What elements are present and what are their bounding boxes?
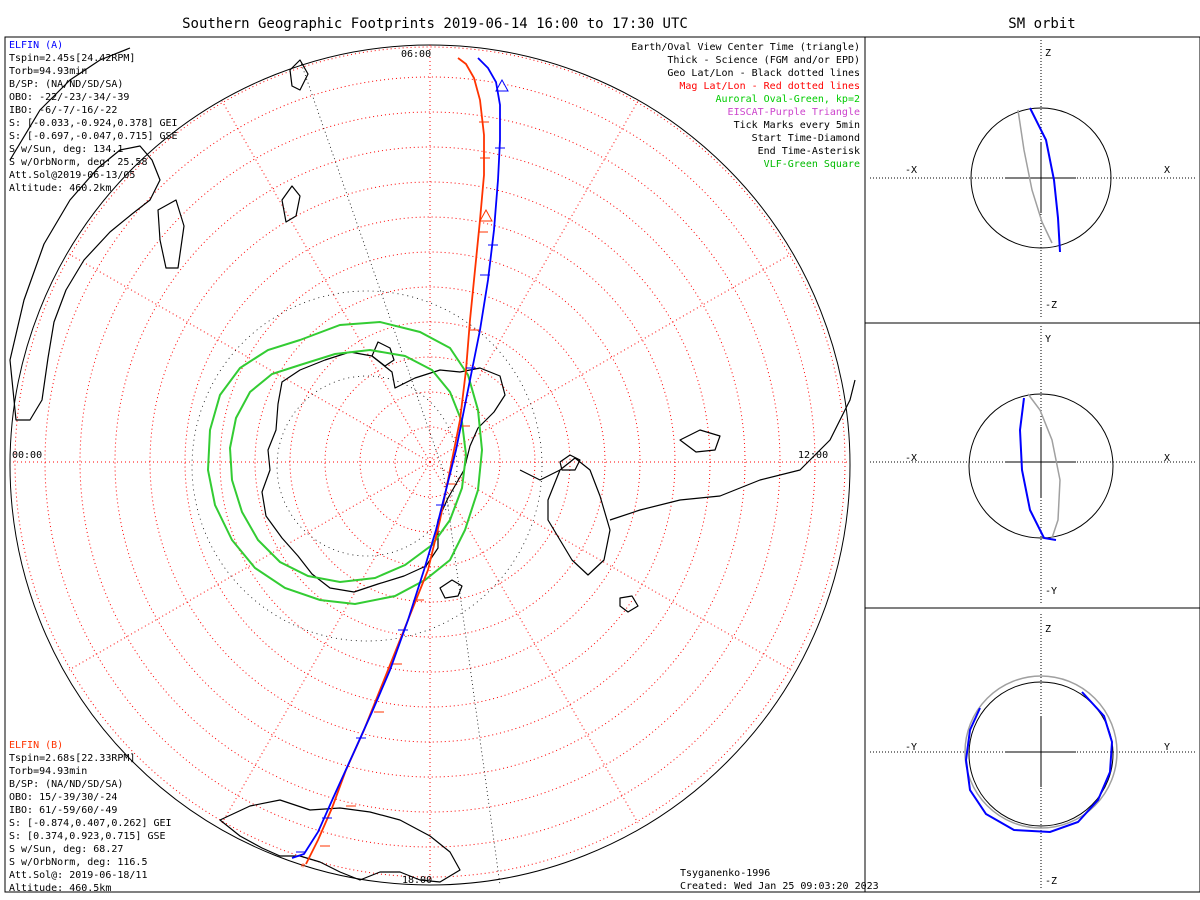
legend-entry: End Time-Asterisk: [758, 146, 860, 157]
polar-map: * 06:00 00:00 12:00 18:00: [9, 44, 856, 886]
elfin-b-line: Altitude: 460.5km: [9, 883, 111, 894]
elfin-b-view-triangle: [479, 208, 493, 222]
elfin-a-path: [291, 57, 501, 859]
elfin-b-line: S: [-0.874,0.407,0.262] GEI: [9, 818, 172, 829]
coastlines: [9, 47, 856, 883]
legend-entry: Auroral Oval-Green, kp=2: [716, 94, 861, 105]
mag-meridians: [13, 45, 847, 879]
elfin-b-line: S w/Sun, deg: 68.27: [9, 844, 123, 855]
elfin-a-line: Torb=94.93min: [9, 66, 87, 77]
geo-meridians: [299, 59, 501, 886]
australia-west: [547, 457, 611, 576]
created-credit: Created: Wed Jan 25 09:03:20 2023: [680, 881, 879, 892]
elfin-a-track: [291, 57, 509, 859]
elfin-a-view-triangle: [495, 78, 509, 92]
elfin-b-ticks: [320, 121, 490, 847]
elfin-a-line: S: [-0.697,-0.047,0.715] GSE: [9, 131, 178, 142]
auroral-oval-inner: [228, 348, 468, 584]
australia-south: [519, 469, 561, 481]
island-4: [679, 429, 721, 453]
pacific-coast: [609, 379, 856, 521]
elfin-b-line: Tspin=2.68s[22.33RPM]: [9, 753, 135, 764]
arabia-coast: [9, 47, 131, 161]
elfin-b-line: S: [0.374,0.923,0.715] GSE: [9, 831, 166, 842]
elfin-b-track: *: [300, 57, 493, 873]
legend-entry: Mag Lat/Lon - Red dotted lines: [679, 81, 860, 92]
elfin-b-name: ELFIN (B): [9, 740, 63, 751]
antarctica: [261, 351, 506, 593]
elfin-a-line: Att.Sol@2019-06-13/05: [9, 170, 135, 181]
island-1: [439, 579, 463, 599]
legend-entry: Earth/Oval View Center Time (triangle): [631, 42, 860, 53]
elfin-b-line: B/SP: (NA/ND/SD/SA): [9, 779, 123, 790]
elfin-a-line: Altitude: 460.2km: [9, 183, 111, 194]
orbit-panel-xz: Z -Z -X X: [870, 40, 1195, 318]
orbit-axis-bottom: -Z: [1045, 876, 1057, 887]
madagascar: [157, 199, 185, 269]
elfin-b-line: S w/OrbNorm, deg: 116.5: [9, 857, 147, 868]
legend-entry: Geo Lat/Lon - Black dotted lines: [667, 68, 860, 79]
south-america: [219, 799, 461, 883]
legend: Earth/Oval View Center Time (triangle) T…: [631, 42, 860, 170]
orbit-axis-bottom: -Z: [1045, 300, 1057, 311]
legend-entry: Thick - Science (FGM and/or EPD): [667, 55, 860, 66]
orbit-axis-top: Z: [1045, 624, 1051, 635]
elfin-a-line: S w/Sun, deg: 134.1: [9, 144, 123, 155]
elfin-b-path: [305, 57, 485, 865]
time-label-bottom: 18:00: [402, 875, 432, 886]
legend-entry: Start Time-Diamond: [752, 133, 860, 144]
time-label-left: 00:00: [12, 450, 42, 461]
island-6: [619, 595, 639, 613]
elfin-a-info: ELFIN (A) Tspin=2.45s[24.42RPM] Torb=94.…: [9, 40, 178, 194]
elfin-a-line: OBO: -22/-23/-34/-39: [9, 92, 129, 103]
elfin-b-line: IBO: 61/-59/60/-49: [9, 805, 117, 816]
legend-entry: Tick Marks every 5min: [734, 120, 860, 131]
island-3: [289, 59, 309, 91]
island-5: [559, 454, 581, 471]
elfin-a-line: Tspin=2.45s[24.42RPM]: [9, 53, 135, 64]
orbit-axis-right: X: [1164, 453, 1170, 464]
legend-entry: EISCAT-Purple Triangle: [728, 107, 860, 118]
elfin-a-line: B/SP: (NA/ND/SD/SA): [9, 79, 123, 90]
orbit-axis-left: -Y: [905, 742, 917, 753]
elfin-b-info: ELFIN (B) Tspin=2.68s[22.33RPM] Torb=94.…: [9, 740, 172, 894]
orbit-axis-bottom: -Y: [1045, 586, 1057, 597]
elfin-b-line: OBO: 15/-39/30/-24: [9, 792, 117, 803]
orbit-title: SM orbit: [1008, 16, 1075, 32]
africa: [9, 145, 161, 421]
elfin-a-line: S w/OrbNorm, deg: 25.58: [9, 157, 147, 168]
auroral-oval-outer: [206, 320, 484, 606]
orbit-axis-right: Y: [1164, 742, 1170, 753]
elfin-b-line: Att.Sol@: 2019-06-18/11: [9, 870, 147, 881]
orbit-axis-left: -X: [905, 453, 917, 464]
time-label-top: 06:00: [401, 49, 431, 60]
elfin-a-ticks: [296, 147, 505, 853]
elfin-b-end-asterisk: *: [300, 862, 306, 873]
elfin-a-line: S: [-0.033,-0.924,0.378] GEI: [9, 118, 178, 129]
island-2: [281, 185, 301, 223]
time-label-right: 12:00: [798, 450, 828, 461]
orbit-panel-xy: Y -Y -X X: [870, 326, 1195, 603]
orbit-axis-top: Y: [1045, 334, 1051, 345]
legend-entry: VLF-Green Square: [764, 159, 860, 170]
elfin-b-line: Torb=94.93min: [9, 766, 87, 777]
model-credit: Tsyganenko-1996: [680, 868, 770, 879]
auroral-ovals: [206, 320, 484, 606]
plot-title: Southern Geographic Footprints 2019-06-1…: [182, 16, 688, 32]
orbit-frame: [864, 36, 1200, 893]
orbit-panel-yz: Z -Z -Y Y: [870, 614, 1195, 890]
elfin-a-name: ELFIN (A): [9, 40, 63, 51]
geo-lat-circles: [191, 290, 543, 642]
orbit-axis-left: -X: [905, 165, 917, 176]
orbit-axis-top: Z: [1045, 48, 1051, 59]
elfin-a-line: IBO: -6/-7/-16/-22: [9, 105, 117, 116]
orbit-axis-right: X: [1164, 165, 1170, 176]
